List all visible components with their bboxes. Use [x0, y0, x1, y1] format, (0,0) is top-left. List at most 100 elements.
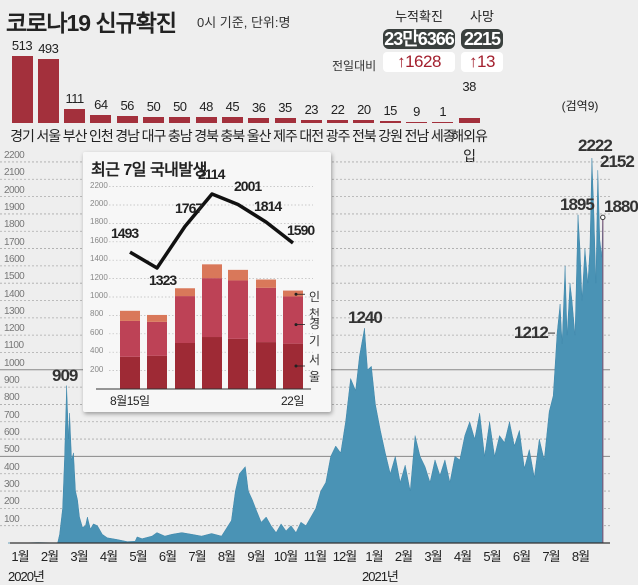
- region-bar: [353, 120, 375, 123]
- legend-incheon: 인천: [309, 290, 321, 321]
- region-name: 인천: [89, 128, 114, 144]
- recent-7-days-panel: 최근 7일 국내발생 8월15일 22일 인천 경기 서울 200 400 600 8…: [83, 152, 331, 412]
- region-value: 64: [94, 96, 108, 112]
- region-value: 36: [251, 100, 266, 116]
- month-label: 2월: [394, 549, 413, 564]
- region-value: 38: [462, 79, 476, 94]
- delta-label: 전일대비: [332, 59, 377, 73]
- inset-y-tick: 600: [90, 327, 104, 337]
- month-label: 7월: [188, 549, 206, 564]
- region-bar: [169, 116, 191, 123]
- stack-bar-incheon: [228, 269, 248, 281]
- deaths-label: 사망: [470, 9, 494, 24]
- month-label: 7월: [542, 549, 560, 564]
- cumulative-value: 23만6366: [383, 29, 455, 49]
- domestic-cases-line: [129, 192, 295, 270]
- month-label: 1월: [11, 549, 29, 564]
- stack-bar-incheon: [283, 290, 303, 297]
- inset-x-label-end: 22일: [281, 394, 304, 408]
- region-name: 충북: [220, 128, 246, 144]
- inset-y-tick: 200: [90, 364, 104, 374]
- month-label: 3월: [424, 549, 442, 564]
- region-name: 울산: [246, 128, 272, 144]
- inset-y-tick: 1800: [90, 217, 108, 227]
- region-bar: [458, 118, 480, 123]
- month-label: 1월: [365, 549, 383, 564]
- inset-y-tick: 800: [90, 309, 104, 319]
- region-bar: [90, 114, 112, 123]
- region-value: 15: [383, 103, 397, 119]
- peak-label: 1880: [604, 197, 638, 217]
- y-tick-label: 2100: [4, 167, 25, 179]
- peak-label: 909: [52, 365, 78, 385]
- y-tick-label: 100: [4, 513, 20, 525]
- daily-cases-area: [7, 158, 604, 544]
- y-tick-label: 2200: [4, 149, 25, 161]
- region-bar: [195, 116, 217, 123]
- stack-bar-incheon: [175, 288, 195, 297]
- inset-y-tick: 1600: [90, 235, 108, 245]
- region-value: 111: [65, 90, 84, 106]
- region-name: 대구: [141, 128, 167, 144]
- legend-gyeonggi: 경기: [309, 317, 321, 348]
- y-tick-label: 1800: [4, 219, 25, 231]
- peak-label: 1895: [560, 194, 595, 214]
- month-label: 3월: [70, 549, 88, 564]
- y-tick-label: 300: [4, 479, 20, 491]
- stack-bar-incheon: [256, 279, 276, 288]
- month-label: 4월: [453, 549, 472, 564]
- y-tick-label: 1700: [4, 236, 25, 248]
- stack-bar-seoul: [228, 338, 248, 389]
- deaths-value: 2215: [461, 29, 503, 49]
- y-tick-label: 2000: [4, 184, 25, 196]
- stack-bar-gyeonggi: [202, 278, 222, 338]
- region-bar: [248, 118, 270, 123]
- peak-label: 1240: [348, 308, 383, 328]
- region-bar: [379, 121, 401, 123]
- region-name: 서울: [36, 128, 61, 144]
- cumulative-label: 누적확진: [395, 9, 443, 24]
- year-label: 2021년: [362, 569, 399, 584]
- month-label: 5월: [129, 549, 147, 564]
- page-title: 코로나19 신규확진: [6, 10, 177, 36]
- deaths-delta: ↑13: [461, 52, 503, 72]
- y-tick-label: 1600: [4, 253, 25, 265]
- month-label: 6월: [158, 549, 177, 564]
- stack-bar-gyeonggi: [283, 296, 303, 344]
- legend-seoul: 서울: [309, 353, 321, 384]
- inset-x-label-start: 8월15일: [110, 394, 150, 408]
- line-value-label: 1493: [111, 225, 139, 242]
- inset-title: 최근 7일 국내발생: [91, 162, 207, 179]
- region-value: 50: [146, 98, 161, 114]
- line-value-label: 1814: [254, 198, 282, 215]
- year-label: 2020년: [8, 569, 45, 584]
- month-label: 4월: [99, 549, 118, 564]
- y-tick-label: 600: [4, 427, 20, 439]
- line-value-label: 2001: [234, 177, 262, 194]
- month-label: 6월: [512, 549, 531, 564]
- y-tick-label: 200: [4, 496, 20, 508]
- region-bar: [143, 116, 164, 123]
- region-bar: [406, 121, 427, 123]
- region-value: 48: [199, 98, 213, 114]
- stack-bar-gyeonggi: [256, 287, 276, 343]
- inset-svg: [96, 186, 313, 390]
- y-tick-label: 1300: [4, 305, 25, 317]
- region-value: 9: [413, 103, 420, 119]
- region-bar: [11, 56, 33, 123]
- y-tick-label: 1200: [4, 323, 25, 335]
- stack-bar-seoul: [202, 337, 222, 389]
- stack-bar-gyeonggi: [175, 296, 195, 343]
- stack-bar-gyeonggi: [228, 280, 248, 339]
- stack-bar-gyeonggi: [147, 321, 167, 356]
- month-label: 9월: [247, 549, 265, 564]
- region-value: 1: [439, 104, 447, 119]
- y-tick-label: 700: [4, 409, 20, 421]
- subtitle: 0시 기준, 단위:명: [197, 15, 291, 30]
- region-bar: [300, 120, 322, 123]
- region-value: 23: [304, 102, 319, 117]
- inset-y-tick: 1200: [90, 272, 108, 282]
- inset-y-tick: 1400: [90, 254, 108, 264]
- region-value: 45: [225, 99, 240, 115]
- stack-bar-seoul: [147, 355, 167, 389]
